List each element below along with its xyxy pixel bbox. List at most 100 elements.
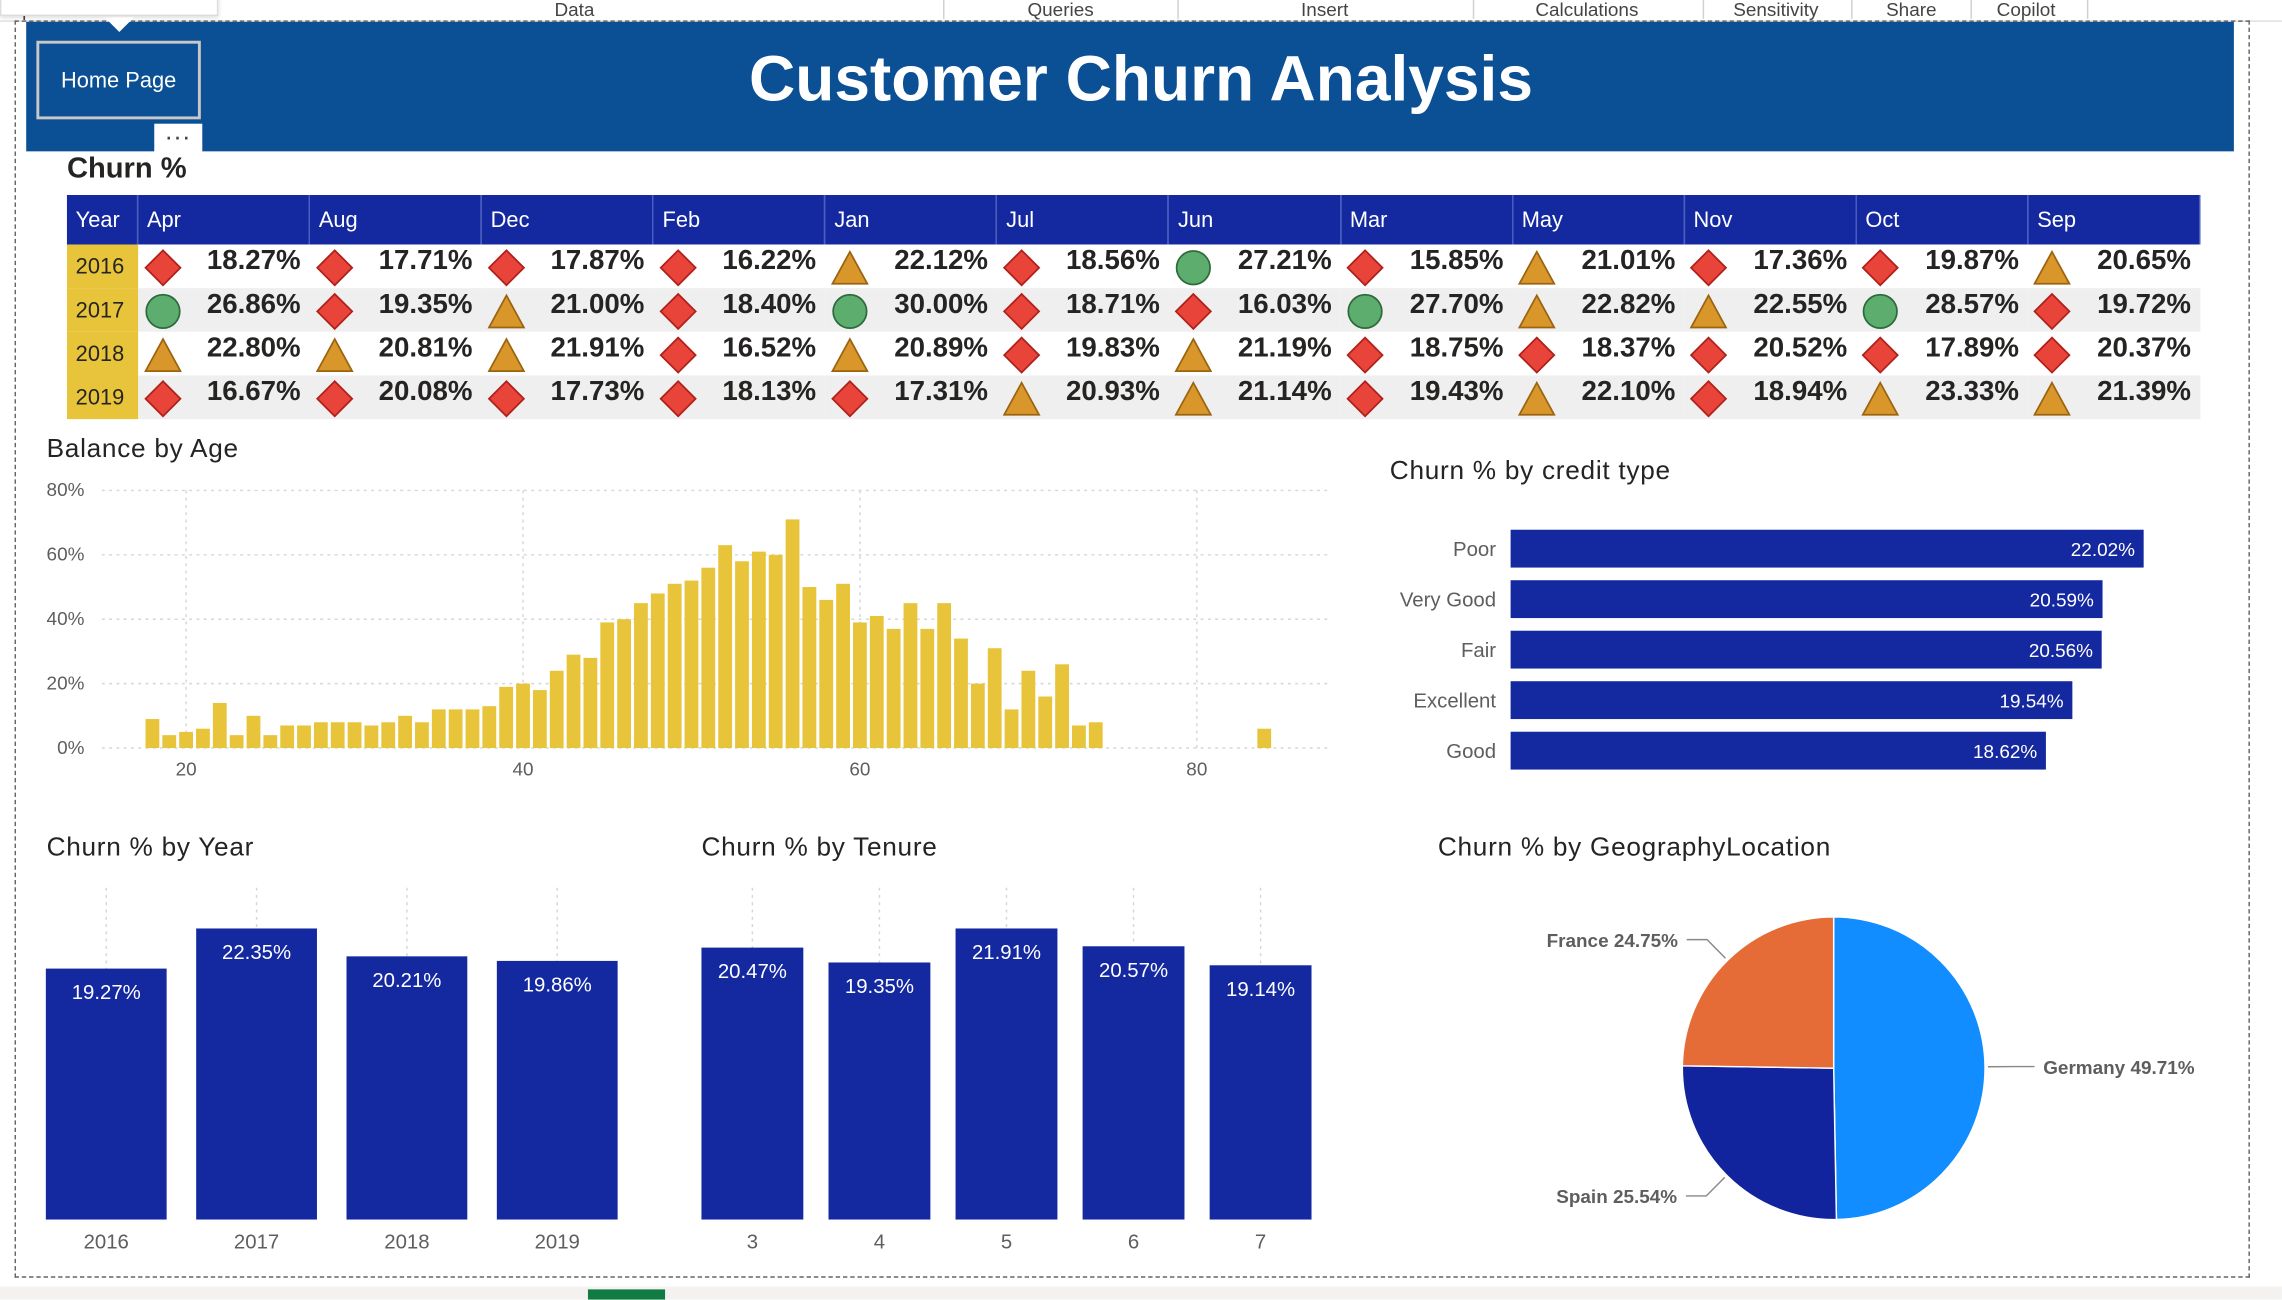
year-bar[interactable] [196,928,317,1219]
matrix-cell[interactable]: 26.86% [138,288,310,332]
matrix-cell[interactable]: 22.82% [1512,288,1684,332]
ribbon-copilot[interactable]: Copilot [1997,0,2056,20]
matrix-cell[interactable]: 16.03% [1169,288,1341,332]
age-bar[interactable] [415,722,429,748]
matrix-cell[interactable]: 20.37% [2028,332,2200,376]
matrix-row-year[interactable]: 2018 [67,332,138,376]
matrix-cell[interactable]: 30.00% [825,288,997,332]
active-page-tab[interactable] [588,1289,665,1299]
matrix-cell[interactable]: 18.27% [138,244,310,288]
age-bar[interactable] [263,735,277,748]
matrix-cell[interactable]: 18.56% [997,244,1169,288]
age-bar[interactable] [1072,725,1086,748]
matrix-cell[interactable]: 17.71% [309,244,481,288]
matrix-header-oct[interactable]: Oct [1856,195,2028,244]
age-bar[interactable] [247,716,261,748]
matrix-cell[interactable]: 22.10% [1512,375,1684,419]
matrix-header-year[interactable]: Year [67,195,138,244]
matrix-cell[interactable]: 18.40% [653,288,825,332]
age-bar[interactable] [499,687,513,748]
age-bar[interactable] [162,735,176,748]
matrix-cell[interactable]: 18.71% [997,288,1169,332]
age-bar[interactable] [364,725,378,748]
age-bar[interactable] [920,629,934,748]
more-options-icon[interactable]: ... [154,124,202,153]
age-bar[interactable] [634,603,648,748]
age-bar[interactable] [297,725,311,748]
tenure-bar[interactable] [829,962,931,1219]
matrix-cell[interactable]: 17.36% [1684,244,1856,288]
matrix-cell[interactable]: 20.52% [1684,332,1856,376]
matrix-row-year[interactable]: 2017 [67,288,138,332]
age-bar[interactable] [449,709,463,748]
age-bar[interactable] [398,716,412,748]
age-bar[interactable] [550,671,564,748]
age-bar[interactable] [668,584,682,748]
tenure-bar[interactable] [701,948,803,1220]
matrix-cell[interactable]: 16.22% [653,244,825,288]
age-bar[interactable] [348,722,362,748]
age-bar[interactable] [179,732,193,748]
matrix-cell[interactable]: 19.72% [2028,288,2200,332]
matrix-header-apr[interactable]: Apr [138,195,310,244]
age-bar[interactable] [230,735,244,748]
matrix-cell[interactable]: 21.91% [481,332,653,376]
ribbon-calculations[interactable]: Calculations [1535,0,1638,20]
age-bar[interactable] [786,519,800,748]
matrix-cell[interactable]: 21.14% [1169,375,1341,419]
age-bar[interactable] [146,719,160,748]
age-bar[interactable] [466,709,480,748]
credit-bar[interactable] [1511,580,2103,618]
age-bar[interactable] [819,600,833,748]
age-bar[interactable] [482,706,496,748]
matrix-cell[interactable]: 21.19% [1169,332,1341,376]
matrix-cell[interactable]: 16.52% [653,332,825,376]
matrix-header-dec[interactable]: Dec [481,195,653,244]
matrix-cell[interactable]: 22.55% [1684,288,1856,332]
age-bar[interactable] [583,658,597,748]
age-bar[interactable] [853,622,867,748]
age-bar[interactable] [752,552,766,748]
age-bar[interactable] [533,690,547,748]
matrix-cell[interactable]: 23.33% [1856,375,2028,419]
matrix-header-jan[interactable]: Jan [825,195,997,244]
matrix-cell[interactable]: 19.43% [1340,375,1512,419]
matrix-cell[interactable]: 15.85% [1340,244,1512,288]
matrix-header-nov[interactable]: Nov [1684,195,1856,244]
matrix-cell[interactable]: 22.80% [138,332,310,376]
matrix-row-year[interactable]: 2019 [67,375,138,419]
matrix-cell[interactable]: 20.93% [997,375,1169,419]
age-bar[interactable] [314,722,328,748]
matrix-cell[interactable]: 16.67% [138,375,310,419]
age-bar[interactable] [802,587,816,748]
matrix-cell[interactable]: 17.87% [481,244,653,288]
age-bar[interactable] [1257,729,1271,748]
age-bar[interactable] [1038,697,1052,749]
age-bar[interactable] [735,561,749,748]
age-bar[interactable] [769,555,783,748]
matrix-cell[interactable]: 17.89% [1856,332,2028,376]
matrix-cell[interactable]: 20.81% [309,332,481,376]
year-bar[interactable] [497,961,618,1220]
pie-slice-germany[interactable] [1834,917,1985,1220]
credit-bar[interactable] [1511,732,2046,770]
age-bar[interactable] [685,581,699,748]
matrix-cell[interactable]: 21.01% [1512,244,1684,288]
age-bar[interactable] [600,622,614,748]
tenure-bar[interactable] [1210,965,1312,1219]
ribbon-data[interactable]: Data [554,0,594,20]
ribbon-share[interactable]: Share [1886,0,1937,20]
matrix-header-feb[interactable]: Feb [653,195,825,244]
matrix-cell[interactable]: 28.57% [1856,288,2028,332]
ribbon-sensitivity[interactable]: Sensitivity [1733,0,1818,20]
matrix-cell[interactable]: 18.37% [1512,332,1684,376]
matrix-cell[interactable]: 20.89% [825,332,997,376]
matrix-header-aug[interactable]: Aug [309,195,481,244]
matrix-cell[interactable]: 18.13% [653,375,825,419]
matrix-header-jun[interactable]: Jun [1169,195,1341,244]
matrix-cell[interactable]: 20.65% [2028,244,2200,288]
age-bar[interactable] [617,619,631,748]
matrix-row-year[interactable]: 2016 [67,244,138,288]
age-bar[interactable] [1089,722,1103,748]
age-bar[interactable] [432,709,446,748]
